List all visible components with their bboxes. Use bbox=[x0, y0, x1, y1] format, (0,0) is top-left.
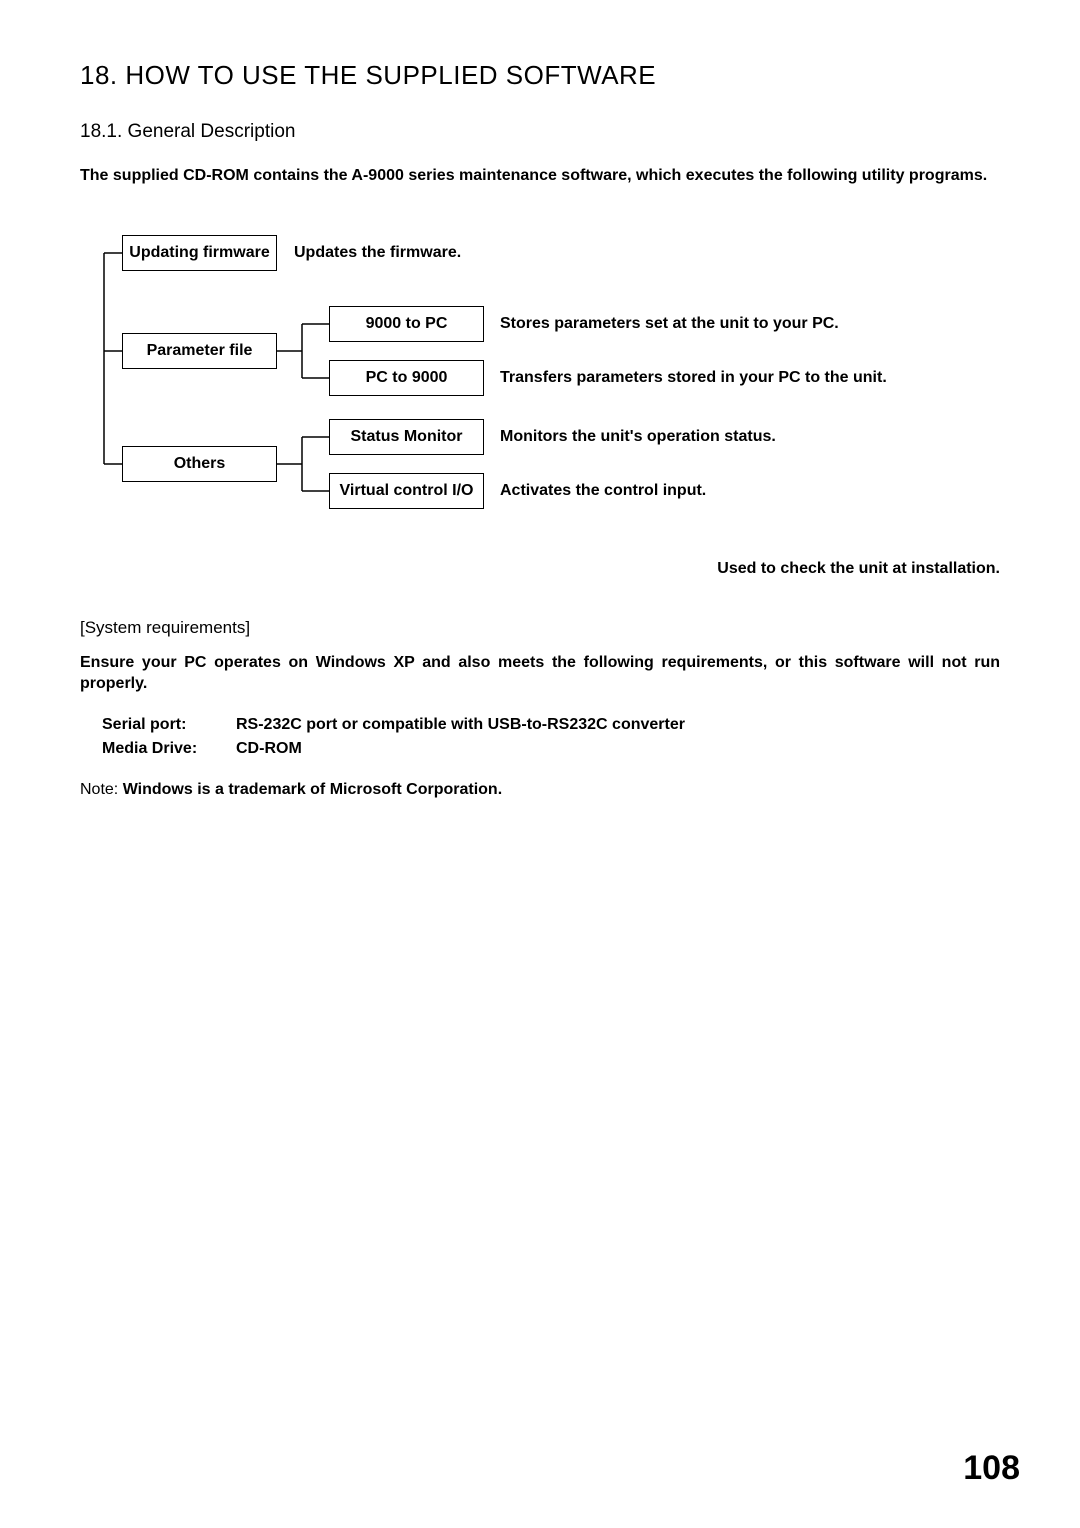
system-requirements-text: Ensure your PC operates on Windows XP an… bbox=[80, 652, 1000, 695]
requirement-key: Serial port: bbox=[102, 713, 212, 737]
box-pc-to-9000: PC to 9000 bbox=[329, 360, 484, 396]
box-status-monitor: Status Monitor bbox=[329, 419, 484, 455]
requirement-value: RS-232C port or compatible with USB-to-R… bbox=[236, 713, 685, 737]
requirements-list: Serial port: RS-232C port or compatible … bbox=[80, 713, 1000, 761]
requirement-value: CD-ROM bbox=[236, 737, 302, 761]
desc-status-monitor: Monitors the unit's operation status. bbox=[500, 428, 776, 446]
desc-pc-to-9000: Transfers parameters stored in your PC t… bbox=[500, 369, 887, 387]
desc-updating-firmware: Updates the firmware. bbox=[294, 244, 461, 262]
requirement-key: Media Drive: bbox=[102, 737, 212, 761]
desc-9000-to-pc: Stores parameters set at the unit to you… bbox=[500, 315, 839, 333]
box-updating-firmware: Updating firmware bbox=[122, 235, 277, 271]
note-prefix: Note: bbox=[80, 781, 123, 798]
subsection-title: 18.1. General Description bbox=[80, 121, 1000, 143]
box-others: Others bbox=[122, 446, 277, 482]
intro-paragraph: The supplied CD-ROM contains the A-9000 … bbox=[80, 165, 1000, 187]
utility-diagram: Updating firmware Updates the firmware. … bbox=[80, 225, 1010, 535]
requirement-row: Media Drive: CD-ROM bbox=[102, 737, 1000, 761]
box-9000-to-pc: 9000 to PC bbox=[329, 306, 484, 342]
page-number: 108 bbox=[963, 1449, 1020, 1488]
section-title: 18. HOW TO USE THE SUPPLIED SOFTWARE bbox=[80, 60, 1000, 91]
trademark-note: Note: Windows is a trademark of Microsof… bbox=[80, 781, 1000, 799]
desc-virtual-control-io: Activates the control input. bbox=[500, 482, 706, 500]
system-requirements-label: [System requirements] bbox=[80, 618, 1000, 638]
diagram-footer-note: Used to check the unit at installation. bbox=[80, 560, 1000, 578]
box-parameter-file: Parameter file bbox=[122, 333, 277, 369]
note-value: Windows is a trademark of Microsoft Corp… bbox=[123, 781, 502, 798]
requirement-row: Serial port: RS-232C port or compatible … bbox=[102, 713, 1000, 737]
box-virtual-control-io: Virtual control I/O bbox=[329, 473, 484, 509]
page: 18. HOW TO USE THE SUPPLIED SOFTWARE 18.… bbox=[0, 0, 1080, 1528]
